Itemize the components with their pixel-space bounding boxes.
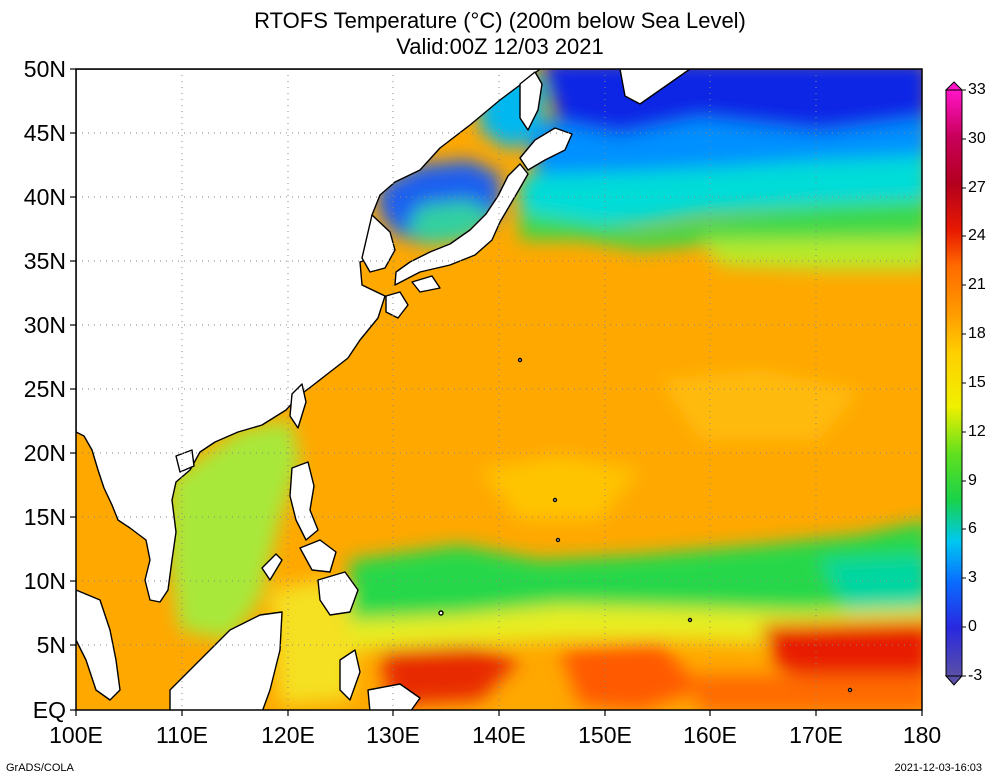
footer-timestamp: 2021-12-03-16:03 bbox=[894, 762, 982, 774]
x-tick-label: 120E bbox=[261, 722, 315, 748]
colorbar-label: 9 bbox=[968, 472, 977, 489]
y-tick-label: 35N bbox=[23, 248, 66, 274]
mainland-asia bbox=[76, 69, 541, 603]
y-tick-label: 15N bbox=[23, 504, 66, 530]
y-tick-label: 30N bbox=[23, 312, 66, 338]
colorbar-label: 27 bbox=[968, 179, 986, 196]
kamchatka bbox=[619, 69, 691, 105]
hainan bbox=[175, 449, 195, 473]
x-tick-label: 150E bbox=[578, 722, 632, 748]
colorbar-label: -3 bbox=[968, 667, 983, 684]
new-guinea bbox=[367, 683, 421, 710]
footer-credit: GrADS/COLA bbox=[6, 762, 74, 774]
x-tick-label: 110E bbox=[155, 722, 208, 748]
colorbar-label: 30 bbox=[968, 130, 986, 147]
colorbar-label: 15 bbox=[968, 374, 986, 391]
japan-hokkaido bbox=[519, 127, 573, 171]
y-tick-label: 10N bbox=[23, 568, 66, 594]
y-tick-label: 20N bbox=[23, 440, 66, 466]
colorbar-label: 21 bbox=[968, 276, 986, 293]
x-tick-label: 130E bbox=[366, 722, 420, 748]
chart-title: RTOFS Temperature (°C) (200m below Sea L… bbox=[254, 8, 746, 33]
japan-honshu bbox=[394, 163, 529, 286]
korea bbox=[361, 214, 396, 273]
axis-ticks bbox=[70, 68, 923, 716]
zone-south-china-sea bbox=[170, 420, 300, 640]
colorbar bbox=[944, 81, 966, 686]
taiwan bbox=[289, 383, 307, 429]
zone-mild-equatorial bbox=[350, 521, 922, 625]
x-tick-label: 160E bbox=[683, 722, 737, 748]
y-tick-label: 5N bbox=[36, 632, 66, 658]
x-tick-label: 180 bbox=[902, 722, 942, 748]
luzon bbox=[289, 461, 319, 541]
zone-warm-mild-north bbox=[700, 238, 922, 270]
x-tick-label: 140E bbox=[472, 722, 526, 748]
x-tick-label: 170E bbox=[789, 722, 843, 748]
sakhalin bbox=[519, 71, 543, 131]
colorbar-label: 12 bbox=[968, 423, 986, 440]
y-tick-label: 45N bbox=[23, 120, 66, 146]
zone-mild-north bbox=[520, 200, 922, 250]
visayas bbox=[299, 539, 337, 573]
y-tick-label: EQ bbox=[32, 697, 66, 723]
y-tick-label: 25N bbox=[23, 376, 66, 402]
land-masses bbox=[76, 69, 853, 710]
y-tick-label: 50N bbox=[23, 56, 66, 82]
zone-very-hot bbox=[380, 645, 520, 705]
colorbar-label: 18 bbox=[968, 325, 986, 342]
japan-kyushu bbox=[385, 291, 409, 319]
palawan bbox=[261, 553, 283, 581]
temperature-field bbox=[76, 69, 922, 710]
chart-valid-time: Valid:00Z 12/03 2021 bbox=[396, 34, 604, 59]
gridlines bbox=[76, 69, 922, 710]
colorbar-label: 24 bbox=[968, 227, 986, 244]
colorbar-label: 33 bbox=[968, 81, 986, 98]
x-tick-label: 100E bbox=[49, 722, 103, 748]
zone-cool bbox=[520, 155, 922, 225]
colorbar-label: 0 bbox=[968, 618, 977, 635]
y-tick-label: 40N bbox=[23, 184, 66, 210]
halmahera bbox=[339, 649, 361, 701]
japan-shikoku bbox=[411, 275, 441, 293]
mindanao bbox=[317, 571, 359, 616]
colorbar-label: 3 bbox=[968, 569, 977, 586]
malay-peninsula bbox=[76, 589, 121, 701]
colorbar-label: 6 bbox=[968, 520, 977, 537]
